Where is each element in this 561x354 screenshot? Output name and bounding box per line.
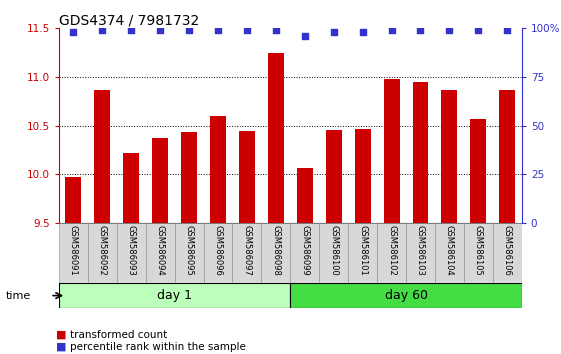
Bar [377,223,406,283]
Point [69,29,78,35]
Text: GSM586103: GSM586103 [416,225,425,276]
Text: GSM586099: GSM586099 [300,225,309,275]
Bar [291,283,522,308]
Point [474,27,483,33]
Text: GSM586104: GSM586104 [445,225,454,275]
Text: GSM586091: GSM586091 [69,225,78,275]
Point [503,27,512,33]
Point [358,29,367,35]
Point [214,27,223,33]
Text: GSM586105: GSM586105 [474,225,483,275]
Bar [412,82,429,223]
Bar [232,223,261,283]
Bar [291,223,319,283]
Bar [204,223,232,283]
Point [416,27,425,33]
Text: percentile rank within the sample: percentile rank within the sample [70,342,246,352]
Bar [152,138,168,223]
Bar [470,119,486,223]
Point [387,27,396,33]
Point [242,27,251,33]
Text: ■: ■ [56,330,67,339]
Text: GSM586106: GSM586106 [503,225,512,276]
Point [272,27,280,33]
Text: GSM586100: GSM586100 [329,225,338,275]
Text: GDS4374 / 7981732: GDS4374 / 7981732 [59,13,199,27]
Bar [59,223,88,283]
Text: day 60: day 60 [384,289,427,302]
Text: GSM586094: GSM586094 [155,225,164,275]
Text: GSM586101: GSM586101 [358,225,367,275]
Bar [88,223,117,283]
Point [329,29,338,35]
Bar [181,132,197,223]
Bar [261,223,291,283]
Bar [123,153,139,223]
Bar [239,131,255,223]
Text: transformed count: transformed count [70,330,167,339]
Text: GSM586092: GSM586092 [98,225,107,275]
Bar [435,223,464,283]
Bar [348,223,377,283]
Text: GSM586093: GSM586093 [127,225,136,276]
Point [155,27,164,33]
Bar [326,130,342,223]
Bar [174,223,204,283]
Bar [464,223,493,283]
Bar [384,79,399,223]
Bar [406,223,435,283]
Bar [146,223,174,283]
Point [98,27,107,33]
Text: GSM586096: GSM586096 [214,225,223,276]
Text: time: time [6,291,31,301]
Bar [94,90,111,223]
Bar [59,283,291,308]
Bar [493,223,522,283]
Bar [442,90,457,223]
Text: GSM586095: GSM586095 [185,225,194,275]
Bar [210,116,226,223]
Bar [499,90,515,223]
Bar [66,177,81,223]
Point [300,33,309,39]
Point [445,27,454,33]
Point [127,27,136,33]
Text: ■: ■ [56,342,67,352]
Bar [268,53,284,223]
Point [185,27,194,33]
Bar [117,223,146,283]
Bar [319,223,348,283]
Text: day 1: day 1 [157,289,192,302]
Text: GSM586097: GSM586097 [242,225,251,276]
Text: GSM586102: GSM586102 [387,225,396,275]
Bar [297,167,312,223]
Text: GSM586098: GSM586098 [272,225,280,276]
Bar [355,129,371,223]
